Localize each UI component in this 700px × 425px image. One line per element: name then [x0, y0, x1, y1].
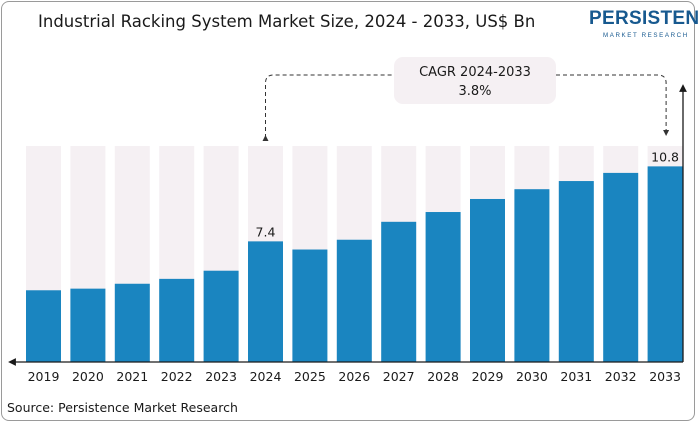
x-tick-label-2027: 2027: [383, 369, 415, 384]
cagr-connector-left: [262, 74, 394, 141]
bar-2029: [470, 198, 505, 362]
data-label-2033: 10.8: [651, 149, 679, 164]
bar-2021: [114, 283, 150, 362]
logo-tagline: MARKET RESEARCH: [603, 32, 689, 39]
cagr-label: CAGR 2024-2033: [419, 65, 531, 80]
x-tick-label-2019: 2019: [28, 369, 60, 384]
bar-2028: [425, 212, 461, 362]
bar-2025: [292, 249, 328, 362]
persistence-logo: PERSISTENCE MARKET RESEARCH: [589, 8, 700, 46]
x-tick-label-2029: 2029: [472, 369, 504, 384]
bar-2019: [26, 290, 61, 362]
chart-title: Industrial Racking System Market Size, 2…: [38, 12, 536, 31]
bar-2027: [381, 221, 417, 362]
cagr-box: [394, 57, 556, 104]
x-tick-label-2020: 2020: [72, 369, 104, 384]
x-tick-label-2024: 2024: [250, 369, 282, 384]
bar-2030: [514, 189, 550, 362]
bar-2023: [203, 270, 239, 362]
x-tick-label-2028: 2028: [427, 369, 459, 384]
source-note: Source: Persistence Market Research: [7, 400, 238, 415]
bar-2026: [336, 239, 372, 362]
x-tick-label-2030: 2030: [516, 369, 548, 384]
cagr-value: 3.8%: [458, 84, 491, 99]
bar-2033: [647, 166, 683, 362]
x-tick-label-2023: 2023: [205, 369, 237, 384]
bar-2020: [70, 288, 106, 362]
x-tick-label-2025: 2025: [294, 369, 326, 384]
bar-2024: [248, 241, 283, 362]
cagr-connector-right: [556, 74, 670, 136]
logo-wordmark: PERSISTENCE: [589, 8, 700, 29]
bar-2032: [603, 172, 639, 362]
x-tick-label-2021: 2021: [116, 369, 148, 384]
x-tick-label-2031: 2031: [560, 369, 592, 384]
x-tick-label-2033: 2033: [649, 369, 681, 384]
bar-2022: [159, 278, 195, 362]
x-tick-label-2032: 2032: [605, 369, 637, 384]
data-label-2024: 7.4: [256, 224, 276, 239]
x-tick-label-2022: 2022: [161, 369, 193, 384]
bar-2031: [558, 181, 594, 362]
x-tick-label-2026: 2026: [338, 369, 370, 384]
